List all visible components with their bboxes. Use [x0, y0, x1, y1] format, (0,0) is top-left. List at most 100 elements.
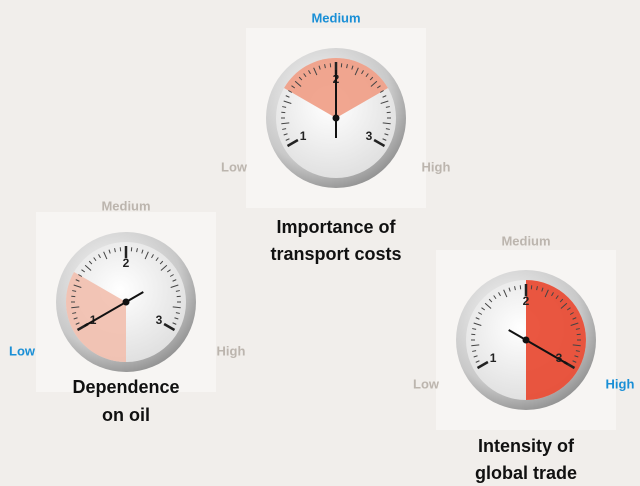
- minor-tick: [498, 292, 501, 297]
- minor-tick: [384, 133, 389, 136]
- minor-tick: [382, 122, 391, 125]
- minor-tick: [473, 322, 482, 326]
- needle-hub: [332, 114, 340, 122]
- minor-tick: [484, 302, 492, 309]
- minor-tick: [141, 249, 144, 254]
- minor-tick: [569, 312, 574, 315]
- level-label: High: [422, 159, 451, 174]
- minor-tick: [566, 307, 571, 311]
- minor-tick: [160, 264, 168, 271]
- minor-tick: [503, 289, 508, 298]
- minor-tick: [285, 95, 290, 98]
- minor-tick: [536, 286, 538, 291]
- minor-tick: [514, 286, 516, 291]
- minor-tick: [380, 100, 389, 104]
- needle-hub: [522, 336, 530, 344]
- gauge-title: on oil: [102, 405, 150, 425]
- major-tick: [373, 138, 386, 148]
- scale-label: 2: [523, 294, 530, 308]
- minor-tick: [159, 260, 164, 265]
- minor-tick: [313, 67, 318, 76]
- gauge-title: Intensity of: [478, 436, 575, 456]
- minor-tick: [385, 106, 390, 108]
- minor-tick: [294, 80, 302, 87]
- minor-tick: [170, 284, 179, 288]
- minor-tick: [169, 274, 174, 277]
- minor-tick: [71, 306, 80, 309]
- minor-tick: [144, 251, 149, 260]
- minor-tick: [488, 298, 493, 303]
- gauge-title: Importance of: [276, 217, 396, 237]
- minor-tick: [282, 106, 287, 108]
- minor-tick: [285, 138, 290, 141]
- level-label: High: [217, 343, 246, 358]
- needle: [508, 329, 569, 365]
- minor-tick: [365, 73, 369, 78]
- minor-tick: [114, 248, 116, 253]
- minor-tick: [541, 287, 544, 292]
- minor-tick: [575, 350, 580, 352]
- scale-label: 3: [156, 313, 163, 327]
- level-label: Medium: [501, 233, 550, 248]
- minor-tick: [282, 128, 287, 130]
- minor-tick: [103, 251, 108, 260]
- level-label: Medium: [101, 198, 150, 213]
- minor-tick: [324, 64, 326, 69]
- level-label: Low: [9, 343, 36, 358]
- minor-tick: [346, 64, 348, 69]
- minor-tick: [288, 90, 293, 93]
- minor-tick: [108, 249, 111, 254]
- minor-tick: [75, 279, 80, 282]
- minor-tick: [175, 312, 180, 314]
- minor-tick: [559, 298, 564, 303]
- minor-tick: [370, 80, 378, 87]
- needle: [83, 291, 144, 327]
- minor-tick: [151, 254, 154, 259]
- minor-tick: [560, 302, 568, 309]
- level-label: Low: [221, 159, 248, 174]
- minor-tick: [544, 289, 549, 298]
- minor-tick: [575, 328, 580, 330]
- minor-tick: [473, 355, 478, 358]
- minor-tick: [385, 128, 390, 130]
- minor-tick: [354, 67, 359, 76]
- minor-tick: [318, 65, 321, 70]
- minor-tick: [303, 73, 307, 78]
- minor-tick: [73, 284, 82, 288]
- minor-tick: [382, 95, 387, 98]
- minor-tick: [472, 350, 477, 352]
- minor-tick: [574, 355, 579, 358]
- minor-tick: [72, 290, 77, 292]
- gauge-sector: [66, 272, 126, 362]
- minor-tick: [172, 279, 177, 282]
- minor-tick: [81, 269, 86, 273]
- minor-tick: [155, 257, 159, 262]
- minor-tick: [72, 312, 77, 314]
- minor-tick: [75, 322, 80, 325]
- needle-hub: [122, 298, 130, 306]
- minor-tick: [475, 317, 480, 320]
- minor-tick: [174, 317, 179, 320]
- gauge-title: global trade: [475, 463, 577, 483]
- minor-tick: [572, 317, 577, 320]
- minor-tick: [382, 138, 387, 141]
- major-tick: [476, 360, 489, 370]
- minor-tick: [298, 76, 303, 81]
- minor-tick: [471, 344, 480, 347]
- minor-tick: [283, 100, 292, 104]
- scale-label: 2: [123, 256, 130, 270]
- gauge-sector: [526, 280, 586, 400]
- minor-tick: [551, 292, 554, 297]
- minor-tick: [98, 254, 101, 259]
- minor-tick: [478, 312, 483, 315]
- minor-tick: [376, 85, 381, 89]
- major-tick: [163, 322, 176, 332]
- minor-tick: [361, 70, 364, 75]
- major-tick: [286, 138, 299, 148]
- minor-tick: [493, 295, 497, 300]
- minor-tick: [175, 290, 180, 292]
- minor-tick: [78, 274, 83, 277]
- minor-tick: [369, 76, 374, 81]
- minor-tick: [572, 360, 577, 363]
